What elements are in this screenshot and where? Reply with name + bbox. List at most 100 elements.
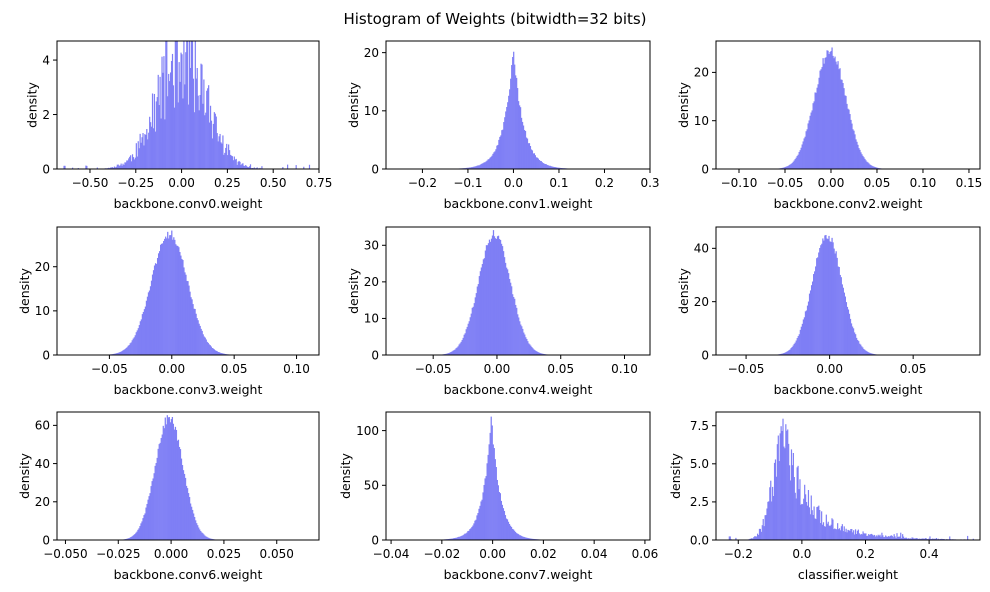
histogram-bar	[520, 535, 522, 540]
histogram-bar	[96, 167, 98, 169]
histogram-bar	[171, 230, 173, 355]
histogram-bar	[532, 153, 535, 169]
histogram-bar	[128, 345, 130, 355]
histogram-bar	[755, 536, 757, 540]
y-tick-label: 0	[42, 533, 50, 547]
histogram-bar	[807, 490, 810, 540]
histogram-bar	[842, 531, 844, 540]
histogram-bar	[845, 528, 847, 540]
histogram-bar	[521, 536, 523, 540]
histogram-bar	[211, 538, 213, 540]
histogram-bars	[442, 230, 548, 355]
histogram-bar	[813, 101, 815, 169]
histogram-bar	[548, 165, 550, 169]
histogram-bar	[831, 518, 833, 540]
histogram-panel: −0.10 −0.05 0.00 0.05 0.10 0.15 0 10 20 backbone.…	[676, 40, 982, 211]
x-tick-label: −0.50	[72, 176, 109, 190]
histogram-bar	[534, 350, 536, 355]
histogram-bar	[509, 89, 511, 169]
histogram-bar	[465, 167, 467, 169]
histogram-bar	[527, 143, 530, 169]
histogram-bar	[814, 271, 816, 355]
histogram-bar	[851, 123, 853, 169]
histogram-bar	[861, 154, 863, 169]
histogram-bar	[783, 353, 785, 355]
histogram-bar	[165, 424, 167, 540]
histogram-bar	[214, 113, 216, 169]
histogram-bar	[174, 41, 176, 169]
histogram-bar	[846, 532, 848, 540]
histogram-bar	[776, 444, 778, 540]
histogram-bar	[189, 291, 191, 355]
histogram-bar	[804, 484, 806, 540]
histogram-bar	[797, 465, 799, 540]
histogram-bar	[130, 342, 132, 355]
histogram-bar	[203, 79, 205, 169]
histogram-bar	[909, 538, 911, 540]
histogram-bar	[159, 442, 161, 540]
histogram-bar	[287, 164, 289, 169]
histogram-bar	[793, 343, 795, 355]
histogram-bars	[63, 41, 311, 170]
histogram-bar	[864, 158, 866, 169]
y-tick-label: 10	[364, 312, 379, 326]
histogram-bar	[452, 538, 454, 540]
histogram-bar	[841, 524, 843, 540]
histogram-bar	[473, 166, 475, 169]
histogram-bar	[753, 537, 755, 540]
y-tick-label: 20	[364, 275, 379, 289]
histogram-bar	[448, 538, 451, 540]
histogram-bar	[472, 525, 474, 540]
histogram-bar	[145, 507, 147, 540]
histogram-bar	[483, 258, 486, 355]
histogram-bar	[134, 534, 136, 540]
histogram-bar	[492, 153, 494, 169]
histogram-bar	[113, 353, 115, 355]
histogram-bar	[758, 528, 761, 540]
histogram-bar	[796, 155, 798, 169]
histogram-bar	[900, 532, 902, 540]
histogram-bar	[877, 534, 879, 540]
histogram-bar	[200, 63, 202, 169]
histogram-bar	[509, 525, 512, 540]
histogram-bar	[849, 530, 851, 540]
histogram-bar	[754, 536, 756, 540]
histogram-bar	[230, 155, 233, 169]
histogram-bar	[760, 531, 762, 540]
axes-frame	[715, 411, 981, 541]
histogram-bar	[804, 311, 807, 355]
histogram-bar	[972, 538, 974, 540]
histogram-bar	[228, 144, 230, 169]
histogram-bar	[476, 515, 478, 540]
histogram-bar	[822, 58, 824, 169]
histogram-bar	[935, 538, 938, 540]
histogram-bar	[150, 280, 153, 355]
x-tick-label: 0.00	[816, 362, 843, 376]
histogram-bar	[501, 246, 504, 355]
histogram-bar	[921, 538, 924, 540]
histogram-bar	[165, 41, 167, 169]
x-tick-label: 0.05	[900, 362, 927, 376]
histogram-bar	[888, 536, 891, 540]
histogram-bar	[528, 538, 530, 540]
histogram-bar	[215, 350, 218, 355]
histogram-bar	[208, 344, 210, 355]
histogram-bar	[824, 526, 826, 540]
histogram-bar	[508, 95, 510, 169]
histogram-bar	[191, 299, 193, 355]
histogram-bar	[834, 56, 836, 170]
x-axis-label: classifier.weight	[798, 567, 898, 582]
histogram-bar	[121, 165, 123, 169]
histogram-bar	[154, 131, 156, 169]
histogram-bar	[469, 529, 471, 540]
histogram-bar	[837, 523, 839, 540]
histogram-bar	[128, 538, 130, 540]
histogram-bar	[859, 534, 861, 540]
histogram-bar	[207, 88, 209, 169]
histogram-bar	[240, 165, 242, 169]
y-tick-label: 10	[694, 114, 709, 128]
y-tick-label: 50	[364, 479, 379, 493]
x-tick-label: 0.4	[920, 547, 939, 561]
axes-frame	[715, 40, 981, 170]
histogram-bar	[487, 454, 489, 540]
